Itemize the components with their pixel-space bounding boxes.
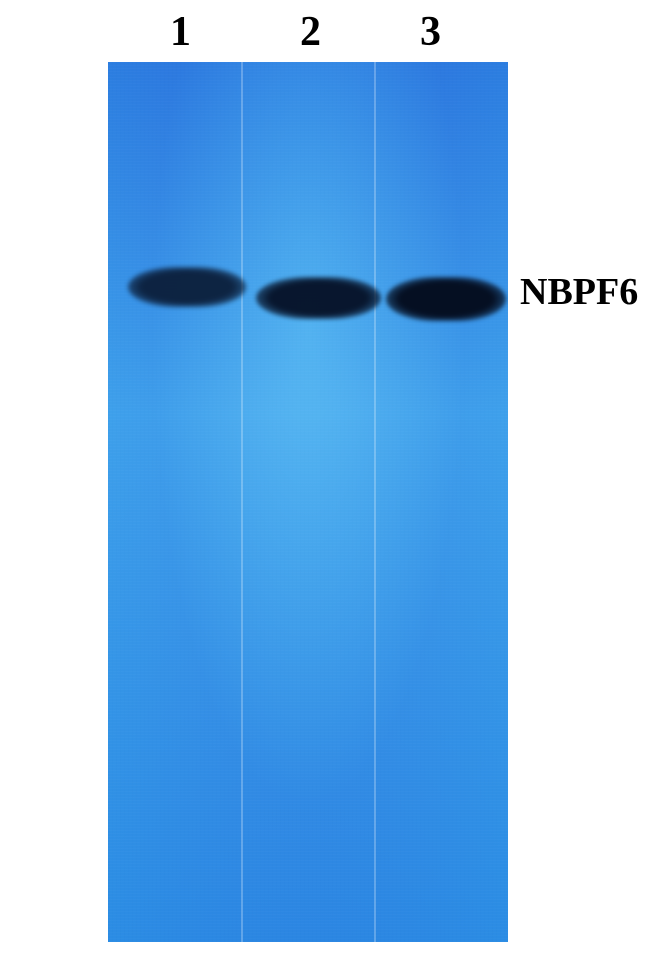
lane-divider-2: [374, 62, 376, 942]
lane-label-1: 1: [170, 8, 191, 56]
lane-divider-1: [241, 62, 243, 942]
lane-label-3: 3: [420, 8, 441, 56]
band-lane-3: [386, 277, 506, 321]
lane-label-2: 2: [300, 8, 321, 56]
protein-name-label: NBPF6: [520, 270, 638, 314]
blot-film-noise: [108, 62, 508, 942]
blot-membrane: [108, 62, 508, 942]
band-lane-2: [256, 277, 381, 319]
molecular-weight-marker-column: 120 90 50 34 26 19: [0, 0, 100, 957]
band-lane-1: [128, 267, 246, 307]
figure-container: 1 2 3 120 90 50 34 26 19 NBPF6: [0, 0, 650, 957]
